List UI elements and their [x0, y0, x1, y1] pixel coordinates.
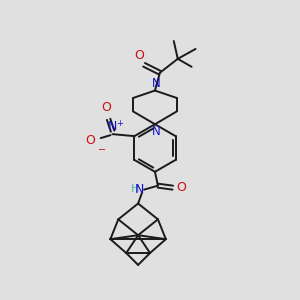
Text: N: N	[108, 120, 117, 133]
Text: O: O	[177, 181, 187, 194]
Text: N: N	[152, 125, 160, 138]
Text: O: O	[102, 101, 112, 114]
Text: N: N	[152, 76, 160, 90]
Text: −: −	[98, 145, 106, 155]
Text: O: O	[134, 49, 144, 62]
Text: H: H	[131, 184, 139, 194]
Text: O: O	[85, 134, 95, 147]
Text: +: +	[116, 119, 123, 128]
Text: N: N	[135, 183, 144, 196]
